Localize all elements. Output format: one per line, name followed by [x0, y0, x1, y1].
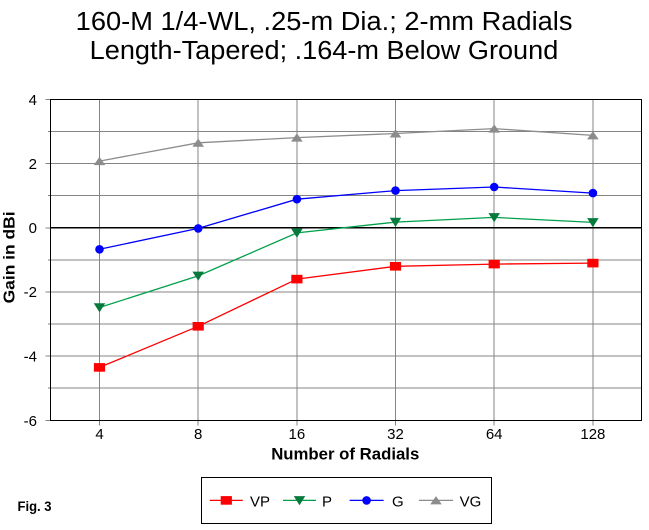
svg-text:-2: -2 — [24, 284, 37, 301]
svg-text:P: P — [322, 494, 332, 511]
svg-text:VG: VG — [460, 494, 482, 511]
svg-text:Fig. 3: Fig. 3 — [18, 499, 52, 514]
svg-text:VP: VP — [250, 494, 270, 511]
svg-text:Number of Radials: Number of Radials — [271, 444, 419, 463]
svg-text:32: 32 — [387, 426, 404, 443]
svg-text:0: 0 — [29, 220, 37, 237]
svg-text:4: 4 — [95, 426, 103, 443]
svg-text:-4: -4 — [24, 349, 37, 366]
svg-text:Gain in dBi: Gain in dBi — [2, 211, 19, 303]
svg-text:16: 16 — [289, 426, 306, 443]
svg-text:8: 8 — [194, 426, 202, 443]
svg-text:2: 2 — [29, 156, 37, 173]
svg-text:128: 128 — [580, 426, 605, 443]
svg-text:G: G — [392, 494, 404, 511]
svg-text:64: 64 — [486, 426, 503, 443]
svg-text:4: 4 — [29, 92, 37, 109]
svg-text:-6: -6 — [24, 413, 37, 430]
svg-text:Length-Tapered; .164-m Below G: Length-Tapered; .164-m Below Ground — [90, 37, 559, 65]
svg-text:160-M 1/4-WL, .25-m Dia.; 2-mm: 160-M 1/4-WL, .25-m Dia.; 2-mm Radials — [76, 8, 573, 36]
